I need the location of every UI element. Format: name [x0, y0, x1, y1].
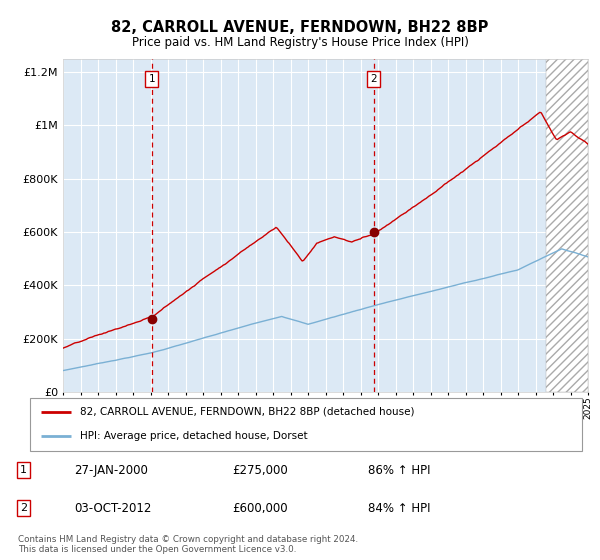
Text: 1: 1	[148, 74, 155, 84]
Text: 86% ↑ HPI: 86% ↑ HPI	[368, 464, 430, 477]
FancyBboxPatch shape	[30, 398, 582, 451]
Text: 2: 2	[20, 503, 27, 513]
Text: HPI: Average price, detached house, Dorset: HPI: Average price, detached house, Dors…	[80, 431, 307, 441]
Text: £275,000: £275,000	[232, 464, 288, 477]
Text: Contains HM Land Registry data © Crown copyright and database right 2024.
This d: Contains HM Land Registry data © Crown c…	[18, 535, 358, 554]
Text: 82, CARROLL AVENUE, FERNDOWN, BH22 8BP (detached house): 82, CARROLL AVENUE, FERNDOWN, BH22 8BP (…	[80, 407, 414, 417]
Text: 1: 1	[20, 465, 27, 475]
Text: Price paid vs. HM Land Registry's House Price Index (HPI): Price paid vs. HM Land Registry's House …	[131, 36, 469, 49]
Bar	[546, 59, 588, 392]
Text: £600,000: £600,000	[232, 502, 288, 515]
Text: 82, CARROLL AVENUE, FERNDOWN, BH22 8BP: 82, CARROLL AVENUE, FERNDOWN, BH22 8BP	[112, 20, 488, 35]
Text: 27-JAN-2000: 27-JAN-2000	[74, 464, 148, 477]
Text: 2: 2	[370, 74, 377, 84]
Text: 03-OCT-2012: 03-OCT-2012	[74, 502, 152, 515]
Text: 84% ↑ HPI: 84% ↑ HPI	[368, 502, 430, 515]
